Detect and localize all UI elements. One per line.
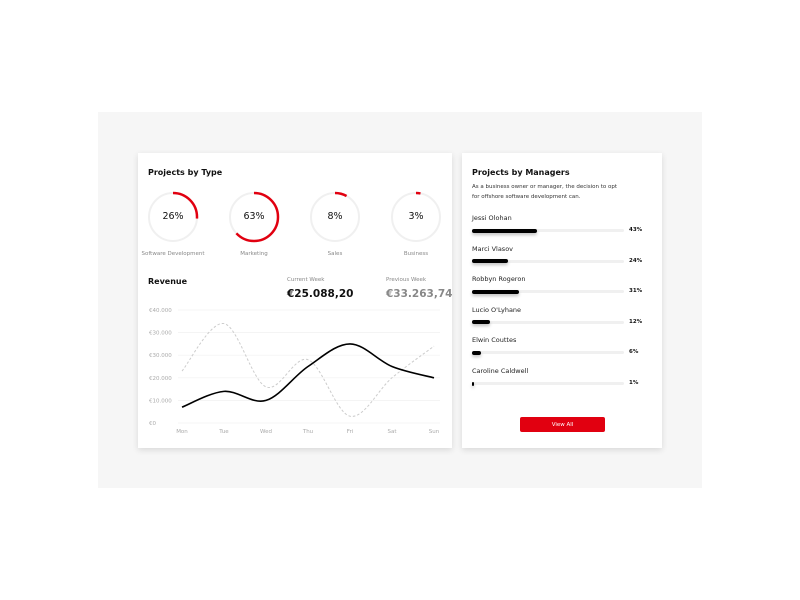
series-line-solid xyxy=(181,343,435,408)
x-tick-label: Mon xyxy=(176,429,188,435)
manager-percent: 6% xyxy=(629,349,639,356)
current-week-label: Current Week xyxy=(287,277,325,283)
manager-row: Marci Vlasov 24% xyxy=(472,244,652,264)
manager-row: Lucio O'Lyhane 12% xyxy=(472,305,652,325)
description: As a business owner or manager, the deci… xyxy=(472,184,618,200)
projects-by-type-card: Projects by Type 26% Software Development… xyxy=(138,153,452,448)
x-tick-label: Sat xyxy=(387,429,397,435)
manager-name: Robbyn Rogeron xyxy=(472,275,526,284)
donut-label: Software Development xyxy=(141,251,205,257)
manager-percent: 12% xyxy=(629,318,643,325)
x-tick-label: Thu xyxy=(302,429,313,435)
donut-percent: 3% xyxy=(408,211,424,222)
view-all-button[interactable]: View All xyxy=(520,417,605,432)
progress-fill xyxy=(472,228,538,233)
revenue-chart: €0 €10.000 €20.000 €30.000 €30.000 €40.000 Mon… xyxy=(149,308,440,435)
x-tick-label: Tue xyxy=(218,429,229,435)
previous-week-value: €33.263,74 xyxy=(386,288,453,300)
y-tick-label: €0 xyxy=(149,421,156,427)
y-tick-label: €20.000 xyxy=(149,376,172,382)
progress-track xyxy=(472,350,624,355)
card-title: Projects by Type xyxy=(148,168,223,177)
manager-percent: 1% xyxy=(629,380,639,386)
y-tick-label: €30.000 xyxy=(149,353,172,359)
donut-arc xyxy=(309,191,361,243)
projects-by-managers-card: Projects by Managers As a business owner… xyxy=(462,153,662,448)
y-tick-label: €10.000 xyxy=(149,398,172,404)
donut-0: 26% xyxy=(146,190,200,244)
donut-2: 8% xyxy=(308,190,362,244)
donut-1: 63% xyxy=(227,190,281,244)
progress-fill xyxy=(472,381,475,386)
manager-row: Robbyn Rogeron 31% xyxy=(472,275,652,294)
manager-name: Lucio O'Lyhane xyxy=(472,305,522,314)
x-tick-label: Wed xyxy=(260,429,272,435)
manager-name: Jessi Olohan xyxy=(472,214,512,222)
donut-label: Marketing xyxy=(240,251,268,257)
progress-track xyxy=(472,228,624,233)
y-tick-label: €40.000 xyxy=(149,308,172,314)
manager-percent: 43% xyxy=(629,227,643,233)
manager-row: Caroline Caldwell 1% xyxy=(472,367,652,386)
progress-fill xyxy=(472,350,482,355)
previous-week-label: Previous Week xyxy=(386,277,427,283)
donut-percent: 26% xyxy=(162,211,184,222)
manager-row: Jessi Olohan 43% xyxy=(472,214,652,233)
progress-fill xyxy=(472,259,509,264)
series-line-dashed xyxy=(181,323,435,417)
donut-arc xyxy=(147,191,199,243)
donut-percent: 63% xyxy=(243,211,265,222)
progress-track xyxy=(472,259,624,264)
donut-label: Sales xyxy=(327,251,343,257)
manager-name: Elwin Couttes xyxy=(472,336,517,345)
manager-row: Elwin Couttes 6% xyxy=(472,336,652,355)
donut-percent: 8% xyxy=(327,211,343,222)
manager-percent: 24% xyxy=(629,257,643,264)
donut-3: 3% xyxy=(389,190,443,244)
manager-name: Marci Vlasov xyxy=(472,244,514,253)
progress-track xyxy=(472,289,624,294)
progress-fill xyxy=(472,320,491,325)
progress-track xyxy=(472,320,624,325)
manager-percent: 31% xyxy=(629,288,643,295)
x-tick-label: Fri xyxy=(347,429,354,435)
current-week-value: €25.088,20 xyxy=(287,288,354,300)
revenue-title: Revenue xyxy=(148,277,188,286)
donut-arc xyxy=(228,191,280,243)
donut-label: Business xyxy=(403,251,429,257)
card-title: Projects by Managers xyxy=(472,168,570,177)
progress-fill xyxy=(472,289,520,294)
x-tick-label: Sun xyxy=(429,429,440,435)
donut-arc xyxy=(390,191,442,243)
y-tick-label: €30.000 xyxy=(149,331,172,337)
progress-track xyxy=(472,381,624,386)
manager-name: Caroline Caldwell xyxy=(472,367,529,375)
